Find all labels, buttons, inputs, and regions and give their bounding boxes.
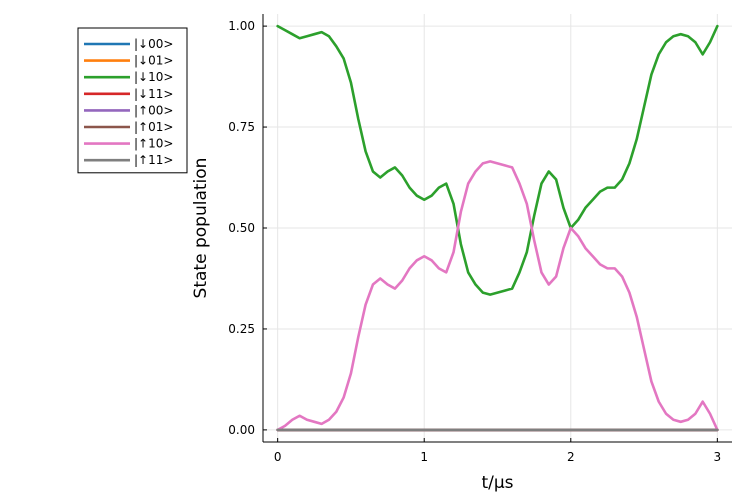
legend-label: |↓10> [134, 70, 173, 84]
legend-label: |↑10> [134, 137, 173, 151]
plot-series [276, 24, 719, 432]
legend-label: |↑11> [134, 153, 173, 167]
legend-label: |↓11> [134, 87, 173, 101]
axes: 0 1 2 3 0.00 0.25 0.50 0.75 1.00 [228, 14, 732, 464]
x-axis-title: t/μs [481, 473, 513, 493]
y-tick-label: 0.75 [228, 120, 255, 134]
legend: |↓00> |↓01> |↓10> |↓11> |↑00> |↑01> |↑10> |↑11> [77, 27, 188, 174]
legend-label: |↑01> [134, 120, 173, 134]
y-tick-label: 0.50 [228, 221, 255, 235]
y-tick-label: 0.00 [228, 423, 255, 437]
legend-box [77, 27, 188, 174]
x-tick-label: 1 [420, 450, 428, 464]
x-tick-label: 2 [567, 450, 575, 464]
legend-label: |↑00> [134, 103, 173, 117]
y-axis-title: State population [191, 158, 211, 299]
x-tick-label: 3 [714, 450, 722, 464]
y-tick-label: 0.25 [228, 322, 255, 336]
series-line [276, 24, 719, 296]
legend-label: |↓01> [134, 54, 173, 68]
x-tick-label: 0 [274, 450, 282, 464]
legend-label: |↓00> [134, 37, 173, 51]
y-tick-label: 1.00 [228, 19, 255, 33]
grid [263, 14, 732, 442]
series-line [276, 160, 719, 432]
